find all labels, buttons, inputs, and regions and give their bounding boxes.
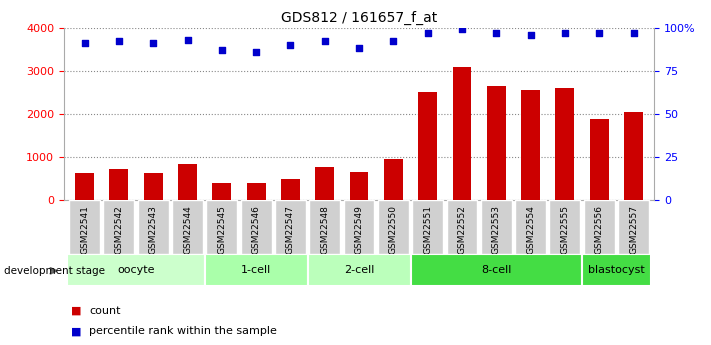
FancyBboxPatch shape [241, 200, 272, 254]
Bar [281, 179, 300, 200]
Bar [624, 112, 643, 200]
Text: ■: ■ [71, 306, 82, 315]
Text: 1-cell: 1-cell [241, 265, 272, 275]
Bar [452, 67, 471, 200]
FancyBboxPatch shape [584, 200, 615, 254]
FancyBboxPatch shape [582, 254, 651, 286]
Text: GSM22554: GSM22554 [526, 205, 535, 254]
Text: GSM22541: GSM22541 [80, 205, 89, 254]
Bar [521, 90, 540, 200]
Text: GSM22557: GSM22557 [629, 205, 638, 255]
FancyBboxPatch shape [172, 200, 203, 254]
Bar [590, 119, 609, 200]
FancyBboxPatch shape [68, 254, 205, 286]
Point [422, 30, 434, 36]
Point [491, 30, 502, 36]
Point [113, 39, 124, 44]
FancyBboxPatch shape [69, 200, 100, 254]
Point [456, 27, 468, 32]
Text: count: count [89, 306, 120, 315]
FancyBboxPatch shape [515, 200, 546, 254]
Text: GSM22556: GSM22556 [594, 205, 604, 255]
Bar [109, 169, 128, 200]
Text: ■: ■ [71, 326, 82, 336]
FancyBboxPatch shape [103, 200, 134, 254]
Point [628, 30, 639, 36]
FancyBboxPatch shape [309, 200, 340, 254]
Text: GSM22542: GSM22542 [114, 205, 124, 254]
Text: GSM22543: GSM22543 [149, 205, 158, 254]
Point [560, 30, 571, 36]
Text: GSM22552: GSM22552 [457, 205, 466, 254]
FancyBboxPatch shape [412, 200, 443, 254]
Text: oocyte: oocyte [117, 265, 155, 275]
Bar [384, 159, 403, 200]
Bar [247, 183, 266, 200]
Point [387, 39, 399, 44]
FancyBboxPatch shape [206, 200, 237, 254]
Text: GSM22546: GSM22546 [252, 205, 261, 254]
Text: 2-cell: 2-cell [344, 265, 374, 275]
Bar [555, 88, 574, 200]
FancyBboxPatch shape [447, 200, 477, 254]
Point [216, 47, 228, 53]
FancyBboxPatch shape [618, 200, 649, 254]
Title: GDS812 / 161657_f_at: GDS812 / 161657_f_at [281, 11, 437, 25]
Text: GSM22555: GSM22555 [560, 205, 570, 255]
FancyBboxPatch shape [481, 200, 512, 254]
Point [284, 42, 296, 48]
Bar [178, 164, 197, 200]
Text: 8-cell: 8-cell [481, 265, 511, 275]
Bar [418, 92, 437, 200]
FancyBboxPatch shape [275, 200, 306, 254]
Text: GSM22553: GSM22553 [492, 205, 501, 255]
Text: GSM22545: GSM22545 [218, 205, 226, 254]
Point [594, 30, 605, 36]
Text: GSM22548: GSM22548 [320, 205, 329, 254]
Text: GSM22549: GSM22549 [355, 205, 363, 254]
Point [79, 40, 90, 46]
FancyBboxPatch shape [205, 254, 308, 286]
Bar [315, 167, 334, 200]
FancyBboxPatch shape [308, 254, 410, 286]
Bar [213, 183, 231, 200]
Point [182, 37, 193, 42]
FancyBboxPatch shape [343, 200, 375, 254]
FancyBboxPatch shape [550, 200, 580, 254]
Point [147, 40, 159, 46]
Point [525, 32, 536, 37]
Text: percentile rank within the sample: percentile rank within the sample [89, 326, 277, 336]
Text: development stage: development stage [4, 266, 105, 276]
Text: GSM22547: GSM22547 [286, 205, 295, 254]
Bar [350, 172, 368, 200]
Point [319, 39, 331, 44]
FancyBboxPatch shape [410, 254, 582, 286]
Text: blastocyst: blastocyst [588, 265, 645, 275]
Bar [75, 173, 94, 200]
Text: GSM22550: GSM22550 [389, 205, 398, 255]
Point [250, 49, 262, 55]
FancyBboxPatch shape [138, 200, 169, 254]
Bar [144, 172, 163, 200]
Text: GSM22544: GSM22544 [183, 205, 192, 254]
Text: GSM22551: GSM22551 [423, 205, 432, 255]
Bar [487, 86, 506, 200]
FancyBboxPatch shape [378, 200, 409, 254]
Point [353, 46, 365, 51]
